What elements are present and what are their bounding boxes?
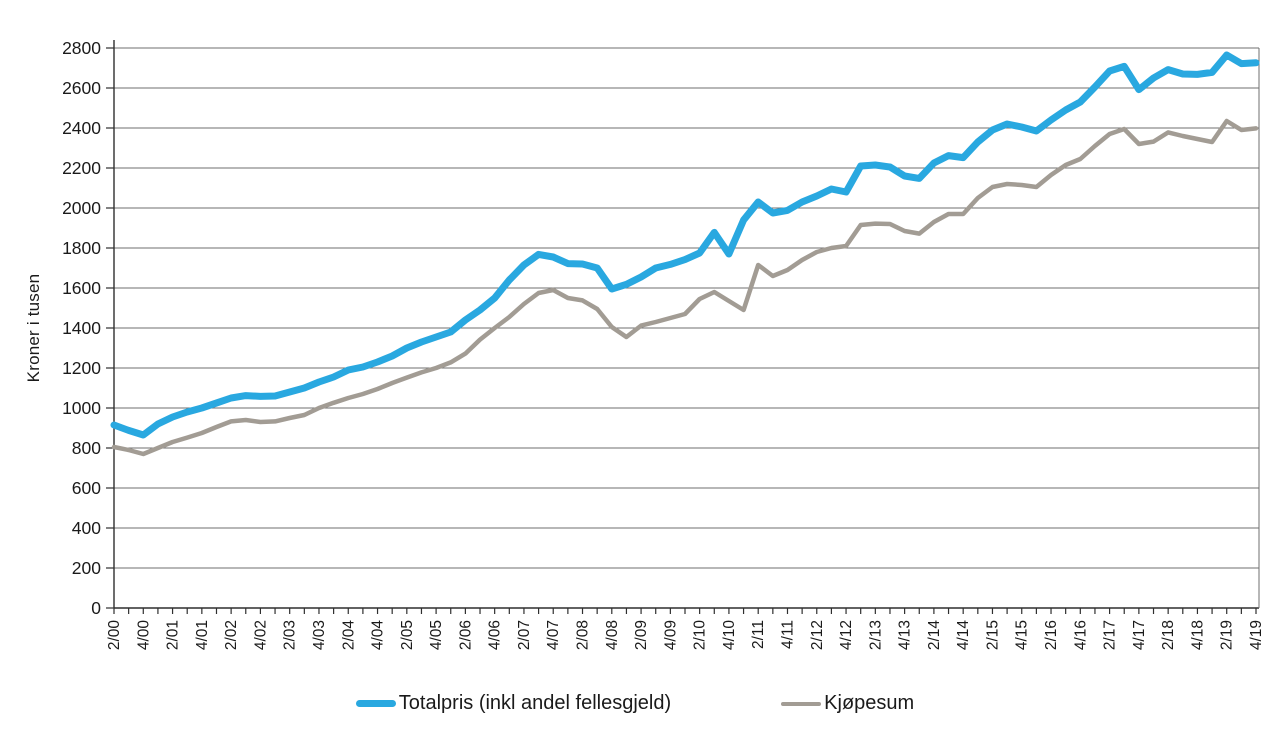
x-tick-label: 4/10 <box>721 620 738 651</box>
x-tick-label: 4/12 <box>838 620 855 650</box>
chart-legend: Totalpris (inkl andel fellesgjeld) Kjøpe… <box>0 692 1270 715</box>
y-tick-label: 2600 <box>62 78 101 98</box>
x-tick-label: 2/03 <box>282 620 299 650</box>
x-tick-label: 4/02 <box>252 620 269 650</box>
x-tick-label: 4/09 <box>662 620 679 650</box>
x-tick-label: 2/07 <box>516 620 533 650</box>
series-line-kjopesum <box>111 118 1259 457</box>
y-tick-label: 400 <box>72 518 101 538</box>
x-tick-label: 4/11 <box>779 620 796 649</box>
y-tick-label: 1600 <box>62 278 101 298</box>
x-tick-label: 4/03 <box>311 620 328 650</box>
x-tick-label: 4/00 <box>135 620 152 651</box>
y-tick-label: 800 <box>72 438 101 458</box>
x-tick-label: 4/14 <box>955 620 972 651</box>
legend-swatch-kjopesum-icon <box>781 701 822 706</box>
y-tick-label: 1000 <box>62 398 101 418</box>
series-line-totalpris <box>110 51 1260 439</box>
x-tick-label: 4/01 <box>194 620 211 650</box>
x-tick-label: 4/17 <box>1131 620 1148 650</box>
x-tick-label: 2/17 <box>1102 620 1119 650</box>
y-tick-label: 2200 <box>62 158 101 178</box>
y-tick-label: 600 <box>72 478 101 498</box>
x-tick-label: 2/01 <box>165 620 182 650</box>
x-tick-label: 2/09 <box>633 620 650 650</box>
x-tick-label: 2/15 <box>984 620 1001 650</box>
x-tick-label: 4/13 <box>897 620 914 650</box>
x-tick-label: 4/07 <box>545 620 562 650</box>
legend-label-totalpris: Totalpris (inkl andel fellesgjeld) <box>398 692 672 714</box>
x-tick-label: 4/05 <box>428 620 445 650</box>
x-tick-label: 2/00 <box>106 620 123 651</box>
y-tick-label: 1200 <box>62 358 101 378</box>
legend-item-kjopesum: Kjøpesum <box>781 692 914 715</box>
x-tick-label: 2/14 <box>926 620 943 651</box>
y-tick-label: 200 <box>72 558 101 578</box>
x-tick-label: 2/18 <box>1160 620 1177 650</box>
y-tick-label: 2000 <box>62 198 101 218</box>
x-tick-label: 4/19 <box>1248 620 1265 650</box>
x-tick-label: 4/08 <box>604 620 621 650</box>
y-tick-label: 2400 <box>62 118 101 138</box>
x-tick-label: 2/02 <box>223 620 240 650</box>
x-tick-label: 2/10 <box>692 620 709 651</box>
x-tick-label: 2/05 <box>399 620 416 650</box>
y-tick-label: 2800 <box>62 38 101 58</box>
x-tick-label: 2/04 <box>340 620 357 651</box>
x-tick-label: 4/16 <box>1072 620 1089 650</box>
x-tick-label: 4/18 <box>1189 620 1206 650</box>
x-tick-label: 4/15 <box>1014 620 1031 650</box>
y-axis-title: Kroner i tusen <box>24 273 43 383</box>
legend-swatch-totalpris-icon <box>355 700 396 707</box>
x-tick-label: 4/06 <box>487 620 504 650</box>
x-tick-label: 2/12 <box>809 620 826 650</box>
y-tick-label: 0 <box>91 598 101 618</box>
legend-item-totalpris: Totalpris (inkl andel fellesgjeld) <box>355 692 672 715</box>
x-tick-label: 2/19 <box>1219 620 1236 650</box>
legend-label-kjopesum: Kjøpesum <box>824 692 915 714</box>
x-tick-label: 2/08 <box>575 620 592 650</box>
y-tick-label: 1800 <box>62 238 101 258</box>
x-tick-label: 2/13 <box>867 620 884 650</box>
x-tick-label: 2/16 <box>1043 620 1060 650</box>
x-tick-label: 4/04 <box>370 620 387 651</box>
y-tick-label: 1400 <box>62 318 101 338</box>
x-tick-label: 2/06 <box>457 620 474 650</box>
x-tick-label: 2/11 <box>750 620 767 649</box>
